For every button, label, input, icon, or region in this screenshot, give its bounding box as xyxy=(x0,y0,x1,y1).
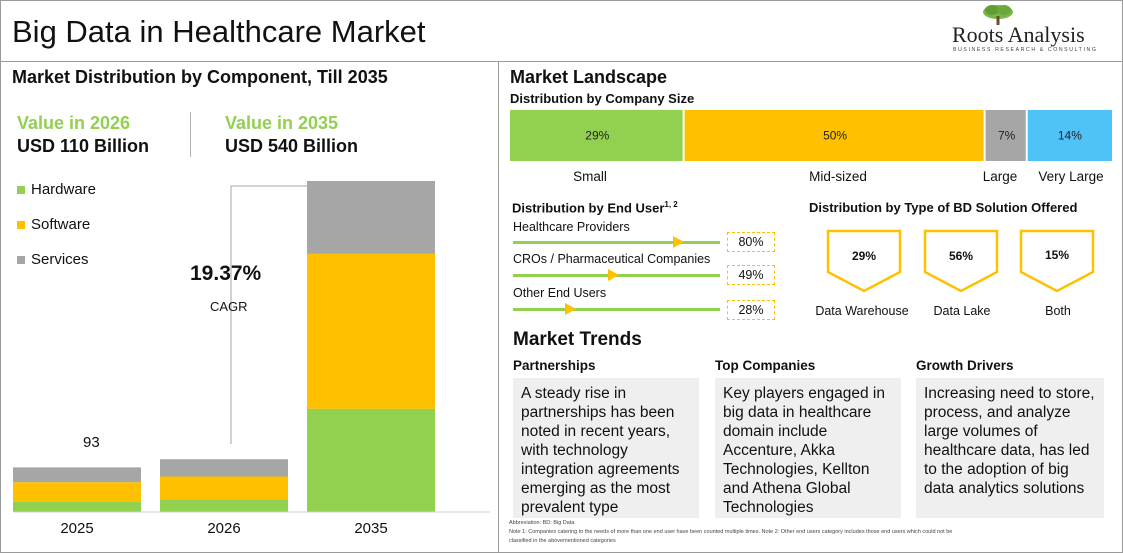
legend-hardware: Hardware xyxy=(17,181,96,198)
pentagon-data-lake xyxy=(923,229,999,293)
end-user-label-other: Other End Users xyxy=(513,286,607,300)
component-chart-title: Market Distribution by Component, Till 2… xyxy=(12,67,388,87)
size-label-very-large: Very Large xyxy=(1038,169,1104,184)
trend-heading-growth-drivers: Growth Drivers xyxy=(916,358,1014,373)
end-user-note-ref: 1, 2 xyxy=(664,200,678,209)
bar-2025-services xyxy=(13,467,141,483)
end-user-marker-providers xyxy=(672,236,684,248)
trend-heading-partnerships: Partnerships xyxy=(513,358,596,373)
end-user-track-other xyxy=(513,308,720,311)
size-label-small: Small xyxy=(573,169,607,184)
header: Big Data in Healthcare Market Roots Anal… xyxy=(0,0,1123,62)
size-segment-very-large xyxy=(1027,110,1112,161)
legend-services-label: Services xyxy=(31,251,89,268)
size-label-mid: Mid-sized xyxy=(809,169,867,184)
bar-2026-services xyxy=(160,459,288,477)
panel-divider xyxy=(498,62,499,553)
value-2035: USD 540 Billion xyxy=(225,136,359,156)
logo-name: Roots Analysis xyxy=(952,22,1085,47)
solution-pentagons: 29% 56% 15% xyxy=(826,229,1095,293)
legend-hardware-label: Hardware xyxy=(31,181,97,198)
size-segment-mid-sized xyxy=(684,110,984,161)
cagr-label: CAGR xyxy=(210,299,248,314)
end-user-label-cros: CROs / Pharmaceutical Companies xyxy=(513,252,711,266)
footnote-note1: Note 1: Companies catering to the needs … xyxy=(509,529,953,535)
solution-title: Distribution by Type of BD Solution Offe… xyxy=(809,200,1078,215)
cagr-connector xyxy=(230,185,318,444)
page-title: Big Data in Healthcare Market xyxy=(12,14,426,49)
component-bar-chart xyxy=(13,181,490,513)
legend-software-label: Software xyxy=(31,216,91,233)
trend-text-top-companies: Key players engaged in big data in healt… xyxy=(715,378,901,518)
value-2035-label: Value in 2035 xyxy=(225,113,339,133)
solution-label-both: Both xyxy=(1045,304,1071,318)
bar-2025-software xyxy=(13,482,141,502)
end-user-value-other: 28% xyxy=(727,300,775,320)
solution-value-data-warehouse: 29% xyxy=(852,249,876,263)
end-user-value-providers: 80% xyxy=(727,232,775,252)
end-user-label-providers: Healthcare Providers xyxy=(513,220,630,234)
end-user-marker-cros xyxy=(608,269,620,281)
solution-label-data-lake: Data Lake xyxy=(933,304,991,318)
solution-value-data-lake: 56% xyxy=(949,249,973,263)
bar-2035-hardware xyxy=(307,408,435,512)
x-tick-2025: 2025 xyxy=(60,520,94,537)
bar-2026-software xyxy=(160,476,288,501)
value-2026: USD 110 Billion xyxy=(17,136,150,156)
bar-2035-services xyxy=(307,181,435,254)
footnote-abbreviation: Abbreviation: BD: Big Data xyxy=(509,520,575,526)
cagr-arrowhead xyxy=(318,182,326,190)
end-user-marker-other xyxy=(564,303,576,315)
legend-software: Software xyxy=(17,216,90,233)
x-tick-2026: 2026 xyxy=(207,520,241,537)
size-segment-small xyxy=(510,110,683,161)
solution-label-data-warehouse: Data Warehouse xyxy=(815,304,909,318)
bar-2025-hardware xyxy=(13,501,141,512)
services-swatch xyxy=(17,255,25,264)
company-size-title: Distribution by Company Size xyxy=(510,91,695,106)
legend-services: Services xyxy=(17,251,89,268)
size-segment-large xyxy=(985,110,1026,161)
end-user-track-providers xyxy=(513,241,720,244)
cagr-value: 19.37% xyxy=(190,262,262,285)
hardware-swatch xyxy=(17,185,25,194)
pentagon-both xyxy=(1019,229,1095,293)
tree-icon xyxy=(983,5,1013,25)
bar-2026-hardware xyxy=(160,500,288,512)
footnote-note2: classified in the abovementioned categor… xyxy=(509,538,616,544)
value-separator xyxy=(190,112,191,157)
bar-2035-software xyxy=(307,253,435,409)
trend-heading-top-companies: Top Companies xyxy=(715,358,816,373)
x-tick-2035: 2035 xyxy=(354,520,388,537)
size-value-large: 7% xyxy=(998,129,1016,143)
pentagon-data-warehouse xyxy=(826,229,902,293)
size-value-small: 29% xyxy=(585,129,609,143)
trend-text-partnerships: A steady rise in partnerships has been n… xyxy=(513,378,699,518)
logo: Roots Analysis BUSINESS RESEARCH & CONSU… xyxy=(950,4,1115,56)
logo-tagline: BUSINESS RESEARCH & CONSULTING xyxy=(953,47,1098,53)
trend-text-growth-drivers: Increasing need to store, process, and a… xyxy=(916,378,1104,518)
trends-title: Market Trends xyxy=(513,329,642,350)
software-swatch xyxy=(17,220,25,229)
size-value-mid-sized: 50% xyxy=(823,129,847,143)
end-user-title-text: Distribution by End User xyxy=(512,200,665,216)
value-2026-label: Value in 2026 xyxy=(17,113,131,133)
company-size-bar: 29% 50% 7% 14% xyxy=(510,110,1112,161)
size-label-large: Large xyxy=(982,169,1018,184)
size-value-very-large: 14% xyxy=(1058,129,1082,143)
bar-2025-annotation: 93 xyxy=(83,434,100,451)
end-user-value-cros: 49% xyxy=(727,265,775,285)
solution-value-both: 15% xyxy=(1045,248,1069,262)
end-user-title: Distribution by End User1, 2 xyxy=(512,200,678,215)
landscape-title: Market Landscape xyxy=(510,67,668,87)
